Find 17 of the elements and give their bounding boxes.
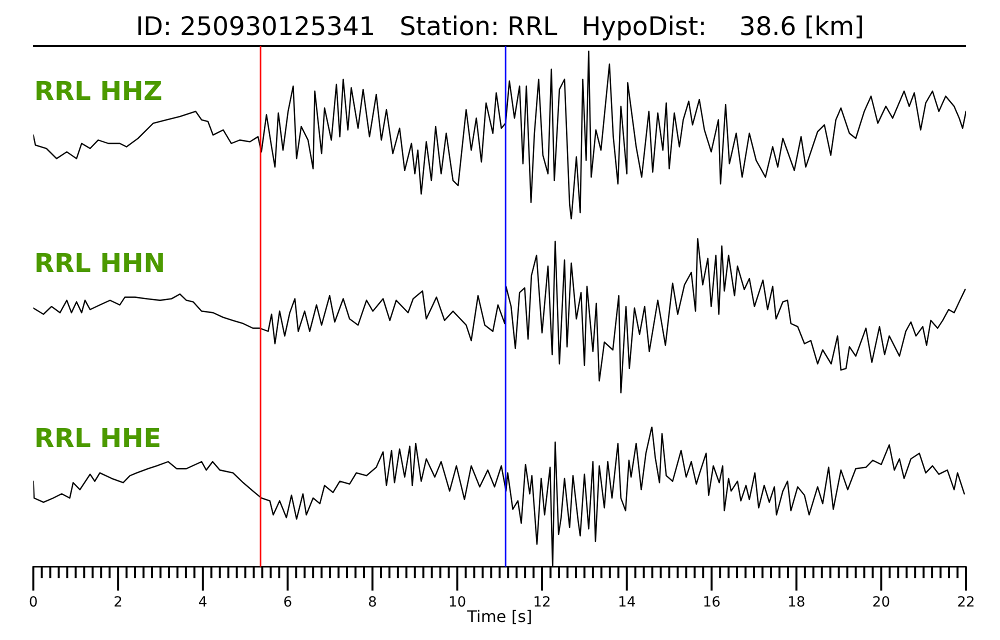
series-label: RRL HHN (34, 248, 166, 279)
x-tick-label: 20 (872, 594, 890, 611)
x-tick-label: 22 (957, 594, 975, 611)
x-tick-label: 12 (533, 594, 551, 611)
chart-title: ID: 250930125341 Station: RRL HypoDist: 38.6 [km] (136, 12, 864, 42)
x-tick-label: 18 (788, 594, 806, 611)
x-axis-title: Time [s] (466, 607, 532, 626)
series-label: RRL HHZ (34, 76, 162, 107)
x-tick-label: 14 (618, 594, 636, 611)
x-tick-label: 10 (448, 594, 466, 611)
x-tick-label: 6 (283, 594, 292, 611)
x-tick-label: 4 (198, 594, 208, 611)
x-tick-label: 0 (28, 594, 38, 611)
x-tick-label: 2 (114, 594, 123, 611)
x-tick-label: 8 (368, 594, 377, 611)
series-label: RRL HHE (34, 424, 162, 454)
x-tick-label: 16 (702, 594, 721, 611)
